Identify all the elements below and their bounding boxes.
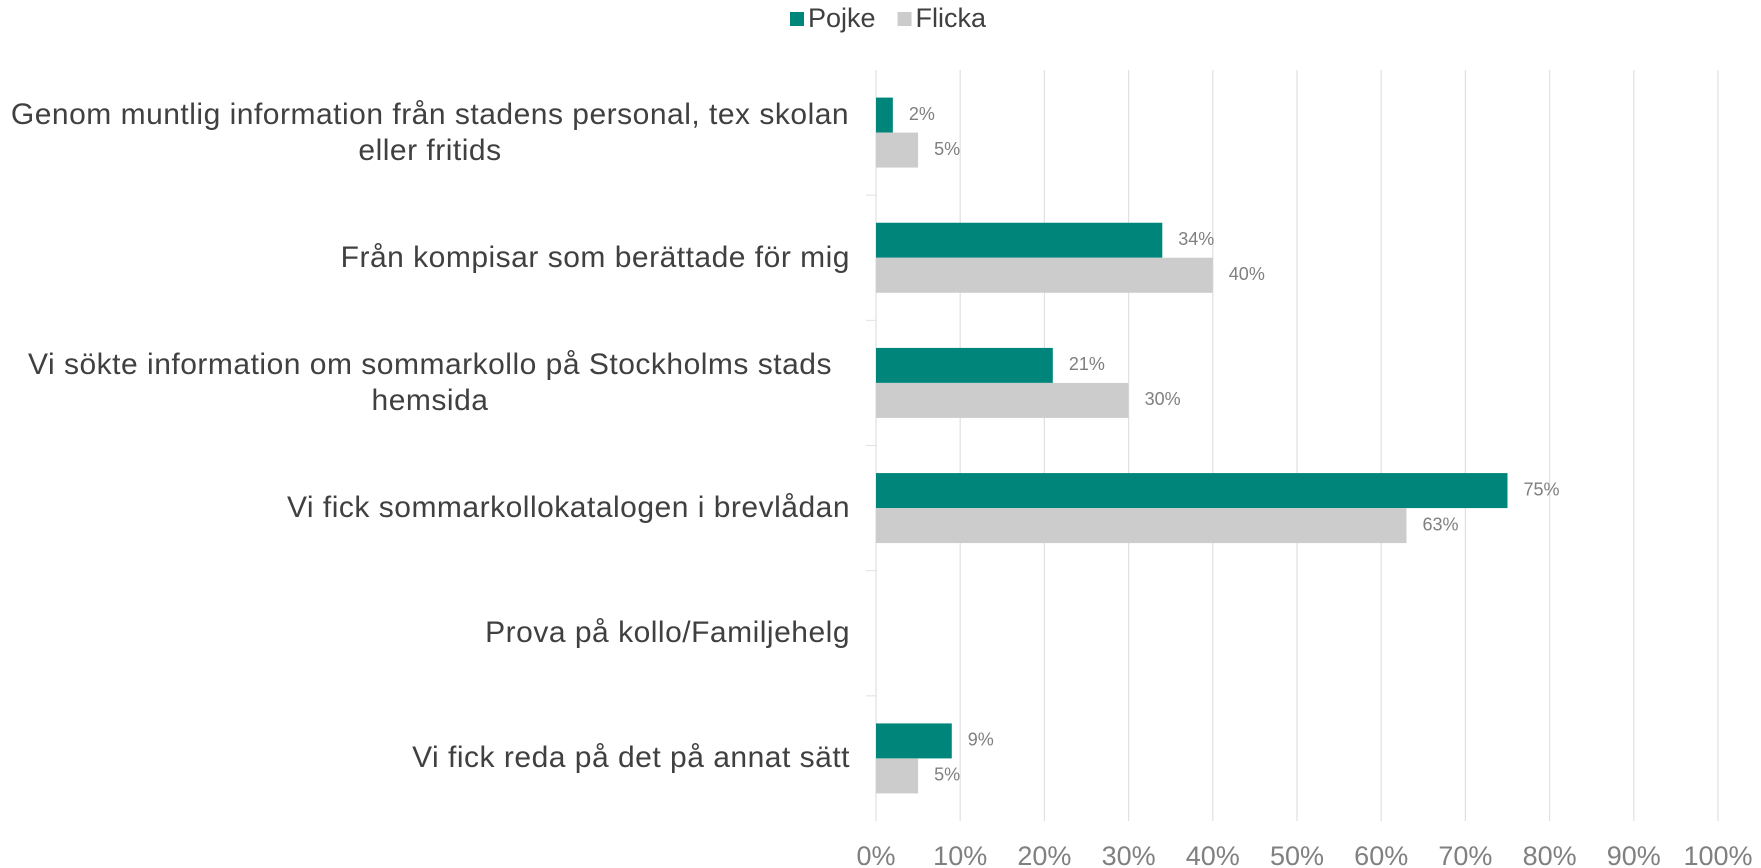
category-text: Vi fick sommarkollokatalogen i brevlådan bbox=[286, 491, 850, 525]
x-tick-label: 0% bbox=[856, 841, 895, 868]
x-tick-label: 90% bbox=[1607, 841, 1661, 868]
x-tick-label: 100% bbox=[1683, 841, 1752, 868]
bar bbox=[876, 508, 1407, 544]
bar bbox=[876, 758, 919, 794]
category-text: Genom muntlig information från stadens p… bbox=[10, 97, 850, 167]
category-label: Genom muntlig information från stadens p… bbox=[0, 73, 850, 193]
x-tick-label: 10% bbox=[933, 841, 987, 868]
value-label: 2% bbox=[909, 104, 935, 124]
bar bbox=[876, 97, 893, 133]
category-text: Prova på kollo/Familjehelg bbox=[485, 616, 850, 650]
bar bbox=[876, 347, 1053, 383]
value-label: 40% bbox=[1229, 264, 1265, 284]
category-label: Prova på kollo/Familjehelg bbox=[0, 573, 850, 693]
x-tick-label: 20% bbox=[1017, 841, 1071, 868]
x-tick-label: 40% bbox=[1186, 841, 1240, 868]
value-label: 5% bbox=[934, 139, 960, 159]
value-label: 30% bbox=[1145, 389, 1181, 409]
legend-swatch bbox=[897, 12, 912, 26]
x-tick-label: 50% bbox=[1270, 841, 1324, 868]
x-tick-label: 30% bbox=[1102, 841, 1156, 868]
value-label: 9% bbox=[968, 730, 994, 750]
bar bbox=[876, 132, 919, 168]
x-tick-label: 70% bbox=[1438, 841, 1492, 868]
category-label: Vi fick sommarkollokatalogen i brevlådan bbox=[0, 448, 850, 568]
bar bbox=[876, 257, 1213, 293]
category-label: Vi fick reda på det på annat sätt bbox=[0, 698, 850, 818]
bar bbox=[876, 723, 952, 759]
bar bbox=[876, 382, 1129, 418]
bar bbox=[876, 222, 1163, 258]
category-text: Från kompisar som berättade för mig bbox=[340, 240, 850, 274]
value-label: 63% bbox=[1422, 514, 1458, 534]
category-text: Vi fick reda på det på annat sätt bbox=[412, 741, 850, 775]
category-label: Vi sökte information om sommarkollo på S… bbox=[0, 323, 850, 443]
x-tick-label: 80% bbox=[1523, 841, 1577, 868]
value-label: 5% bbox=[934, 765, 960, 785]
category-text: Vi sökte information om sommarkollo på S… bbox=[28, 347, 832, 417]
value-label: 34% bbox=[1178, 229, 1214, 249]
legend-swatch bbox=[790, 12, 804, 26]
value-label: 21% bbox=[1069, 354, 1105, 374]
category-label: Från kompisar som berättade för mig bbox=[0, 198, 850, 318]
legend-label: Flicka bbox=[916, 3, 987, 33]
value-label: 75% bbox=[1524, 479, 1560, 499]
legend-label: Pojke bbox=[808, 3, 876, 33]
x-tick-label: 60% bbox=[1354, 841, 1408, 868]
bar bbox=[876, 473, 1508, 509]
